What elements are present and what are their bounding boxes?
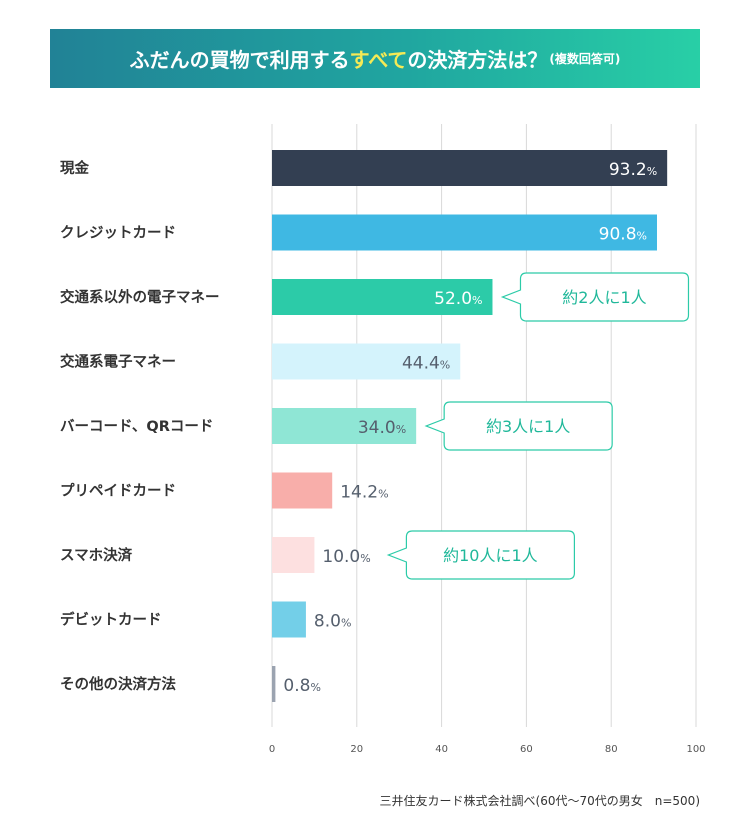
source-note: 三井住友カード株式会社調べ(60代〜70代の男女 n=500)	[379, 794, 700, 808]
value-label: 10.0%	[322, 547, 370, 567]
x-tick-label: 0	[269, 744, 275, 755]
callout-label: 約2人に1人	[562, 288, 646, 307]
callout-bubble	[386, 530, 575, 580]
bar	[272, 537, 315, 573]
callout-bubble	[424, 401, 613, 451]
category-label: 交通系電子マネー	[60, 353, 176, 371]
bar	[272, 279, 493, 315]
bar-chart: 0 20 40 60 80 100 現金 93.2% クレジットカード 90.8% 交通系以外の電子…	[60, 124, 706, 755]
category-label: 交通系以外の電子マネー	[60, 288, 220, 306]
bar	[272, 666, 276, 702]
callout-label: 約3人に1人	[486, 417, 570, 436]
value-label: 90.8%	[599, 225, 647, 245]
category-label: その他の決済方法	[60, 675, 176, 693]
category-label: バーコード、QRコード	[60, 418, 213, 435]
title-highlight: すべて	[349, 48, 408, 72]
callout-bubble	[500, 272, 690, 322]
value-label: 14.2%	[340, 483, 388, 503]
bar	[272, 150, 668, 186]
value-label: 44.4%	[402, 354, 450, 374]
category-label: クレジットカード	[60, 225, 176, 242]
category-label: プリペイドカード	[60, 483, 176, 500]
category-label: デビットカード	[60, 611, 162, 629]
bar	[272, 214, 657, 251]
category-label: スマホ決済	[60, 546, 133, 564]
value-label: 93.2%	[609, 160, 657, 180]
title-note: (複数回答可)	[549, 52, 621, 66]
title-part2: の決済方法は？	[407, 48, 548, 72]
value-label: 0.8%	[283, 676, 321, 696]
category-label: 現金	[60, 159, 89, 177]
x-tick-label: 80	[605, 744, 618, 755]
value-label: 52.0%	[434, 289, 482, 309]
title-part1: ふだんの買物で利用する	[129, 48, 350, 72]
bar	[272, 408, 417, 444]
callout-label: 約10人に1人	[443, 546, 538, 565]
value-label: 34.0%	[358, 418, 406, 438]
x-tick-label: 100	[686, 744, 705, 755]
chart-title: ふだんの買物で利用する すべて の決済方法は？ (複数回答可)	[50, 29, 700, 88]
bar	[272, 601, 306, 638]
bar	[272, 343, 461, 380]
x-tick-label: 60	[520, 744, 533, 755]
value-label: 8.0%	[314, 612, 352, 632]
bar	[272, 472, 333, 509]
x-tick-label: 40	[435, 744, 448, 755]
x-tick-label: 20	[350, 744, 363, 755]
